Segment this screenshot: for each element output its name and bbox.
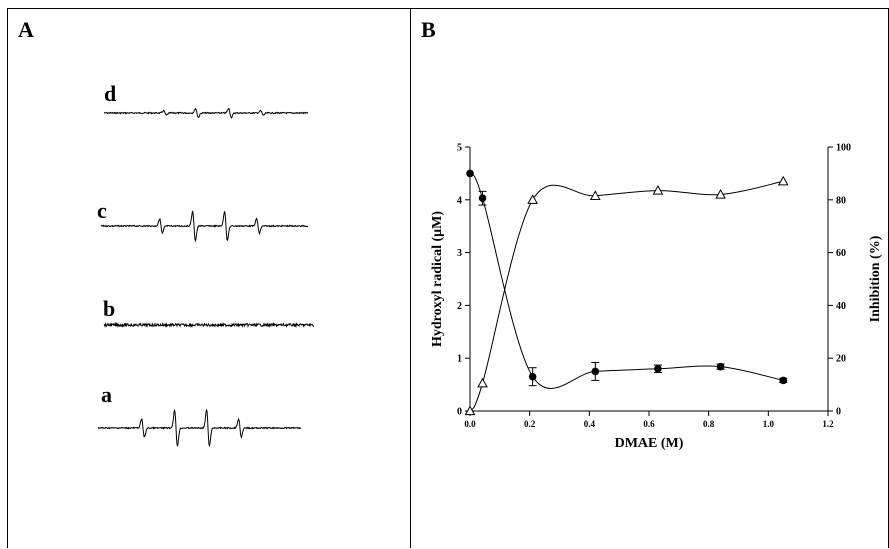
panel-a-letter: A <box>18 17 34 42</box>
trace-label-d: d <box>104 81 117 106</box>
y-tick-label: 1 <box>457 354 462 365</box>
data-point-circle <box>779 376 788 385</box>
panel-b-letter: B <box>421 17 436 42</box>
panel-b: B 0.0 0.2 0.4 0.6 0.8 1.0 1.2 0 1 2 3 4 5 0 20 40 60 80 10… <box>410 8 889 548</box>
y2-tick-label: 40 <box>836 301 846 312</box>
data-point-triangle <box>589 190 601 200</box>
data-point-circle <box>466 169 474 178</box>
epr-trace-b <box>103 321 315 329</box>
x-tick-label: 0.4 <box>584 419 596 429</box>
y2-tick-label: 0 <box>836 407 841 418</box>
trace-label-c: c <box>97 198 107 223</box>
data-point-circle <box>478 194 487 203</box>
x-tick-label: 0.0 <box>464 419 476 429</box>
data-point-triangle <box>777 175 789 186</box>
data-point-triangle <box>464 405 476 416</box>
data-point-circle <box>591 367 600 376</box>
y2-tick-label: 60 <box>836 248 846 259</box>
series-line-0 <box>469 173 784 389</box>
x-tick-label: 1.0 <box>763 419 775 429</box>
data-point-triangle <box>652 185 664 195</box>
x-tick-label: 0.8 <box>703 419 715 429</box>
trace-label-b: b <box>103 296 116 321</box>
y2-axis-label: Inhibition (%) <box>868 235 883 322</box>
data-point-triangle <box>477 377 488 388</box>
y-tick-label: 0 <box>457 407 462 418</box>
y-tick-label: 2 <box>457 301 462 312</box>
epr-spectra <box>97 107 315 448</box>
x-tick-label: 0.2 <box>524 419 536 429</box>
y2-tick-label: 80 <box>836 195 846 206</box>
data-point-circle <box>528 372 537 381</box>
x-tick-label: 0.6 <box>643 419 655 429</box>
y-tick-label: 5 <box>457 143 462 154</box>
y2-tick-label: 20 <box>836 354 846 365</box>
y-axis-label: Hydroxyl radical (μM) <box>430 211 445 347</box>
epr-trace-a <box>97 408 302 448</box>
y-tick-label: 4 <box>457 195 462 206</box>
y-tick-label: 3 <box>457 248 462 259</box>
data-point-triangle <box>527 194 538 204</box>
data-point-circle <box>654 364 662 373</box>
panel-a: A d c b a <box>7 8 411 548</box>
epr-trace-c <box>100 210 309 243</box>
x-axis-label: DMAE (M) <box>615 436 684 451</box>
chart: 0.0 0.2 0.4 0.6 0.8 1.0 1.2012345020406080100D… <box>430 143 883 452</box>
series-line-1 <box>469 180 784 412</box>
data-point-circle <box>716 362 725 371</box>
x-tick-label: 1.2 <box>822 419 834 429</box>
trace-label-a: a <box>101 382 112 407</box>
epr-trace-d <box>103 107 309 119</box>
data-point-triangle <box>715 188 726 199</box>
y2-tick-label: 100 <box>836 143 851 154</box>
